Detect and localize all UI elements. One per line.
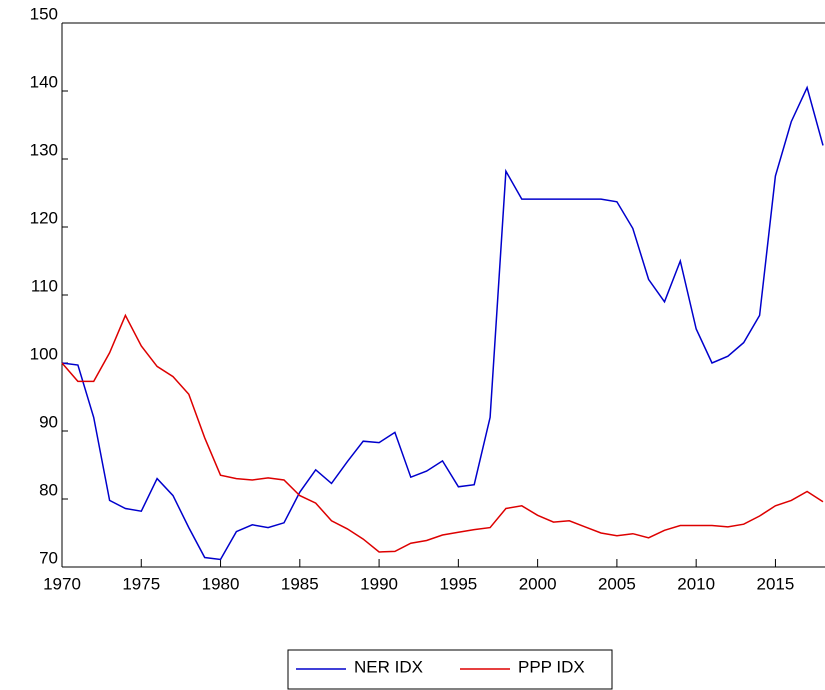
x-tick-label: 2010 (677, 574, 715, 593)
y-tick-label: 70 (39, 548, 58, 567)
y-tick-label: 150 (30, 4, 58, 23)
x-tick-label: 1975 (122, 574, 160, 593)
x-tick-label: 2000 (519, 574, 557, 593)
x-tick-label: 1980 (202, 574, 240, 593)
x-tick-label: 2005 (598, 574, 636, 593)
legend-label: PPP IDX (518, 657, 585, 676)
x-tick-label: 1985 (281, 574, 319, 593)
series-line (61, 313, 824, 553)
y-tick-label: 120 (30, 208, 58, 227)
x-tick-label: 1995 (439, 574, 477, 593)
x-tick-label: 1990 (360, 574, 398, 593)
y-tick-label: 130 (30, 140, 58, 159)
series-line (61, 85, 824, 561)
x-tick-label: 2015 (757, 574, 795, 593)
y-tick-label: 140 (30, 72, 58, 91)
x-tick-label: 1970 (43, 574, 81, 593)
y-tick-label: 80 (39, 480, 58, 499)
y-tick-label: 90 (39, 412, 58, 431)
legend-label: NER IDX (354, 657, 423, 676)
y-tick-label: 100 (30, 344, 58, 363)
y-tick-label: 110 (31, 276, 58, 295)
